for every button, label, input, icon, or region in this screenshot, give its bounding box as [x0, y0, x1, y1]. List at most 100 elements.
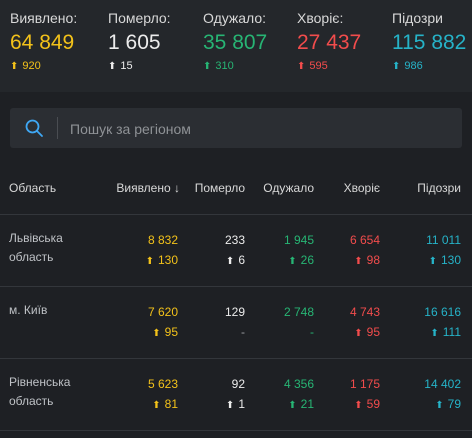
delta-value: 95 [164, 325, 178, 339]
stat-deaths: Померло: 1 605 ⬆ 15 [108, 10, 171, 72]
region-name-line: область [9, 394, 54, 408]
stat-value: 27 437 [297, 31, 362, 54]
arrow-up-icon: ⬆ [288, 256, 297, 267]
arrow-up-icon: ⬆ [430, 328, 439, 339]
header-region[interactable]: Область [9, 181, 57, 195]
stat-sick: Хворіє: 27 437 ⬆ 595 [297, 10, 361, 72]
delta-value: 6 [238, 253, 245, 267]
delta-value: 59 [366, 397, 380, 411]
stat-delta-value: 15 [120, 60, 133, 72]
delta-value: 111 [442, 325, 461, 339]
suspected-delta: ⬆ 111 [430, 325, 461, 339]
suspected-value: 11 011 [426, 233, 461, 247]
deaths-delta: ⬆ 1 [226, 397, 245, 411]
arrow-up-icon: ⬆ [392, 61, 401, 72]
arrow-up-icon: ⬆ [152, 328, 161, 339]
deaths-delta: ⬆ 6 [226, 253, 245, 267]
stat-delta-value: 920 [22, 60, 41, 72]
arrow-up-icon: ⬆ [354, 256, 363, 267]
stat-label: Померло: [108, 10, 171, 26]
sick-value: 6 654 [349, 233, 380, 247]
sick-delta: ⬆ 59 [354, 397, 380, 411]
recovered-delta: ⬆ 26 [288, 253, 314, 267]
delta-value: 21 [300, 397, 314, 411]
header-deaths[interactable]: Померло [194, 181, 245, 195]
stat-delta: ⬆ 595 [297, 60, 361, 72]
arrow-up-icon: ⬆ [354, 400, 363, 411]
region-search-box[interactable] [10, 108, 462, 148]
arrow-up-icon: ⬆ [435, 400, 444, 411]
arrow-up-icon: ⬆ [10, 61, 19, 72]
delta-value: 130 [157, 253, 178, 267]
header-confirmed-label: Виявлено [116, 181, 171, 195]
suspected-delta: ⬆ 79 [435, 397, 461, 411]
search-divider [57, 117, 58, 139]
stat-delta-value: 310 [215, 60, 234, 72]
stat-value: 115 882 [392, 31, 467, 54]
table-row[interactable]: Львівська область 8 832 ⬆ 130 233 ⬆ 6 1 94… [0, 215, 472, 285]
delta-value: 95 [366, 325, 380, 339]
region-name-line: Рівненська [9, 375, 71, 389]
stat-recovered: Одужало: 35 807 ⬆ 310 [203, 10, 267, 72]
table-row[interactable]: м. Київ 7 620 ⬆ 95 129 - 2 748 - 4 743 ⬆ 9… [0, 287, 472, 357]
suspected-value: 16 616 [424, 305, 461, 319]
row-divider [0, 214, 472, 215]
region-name: м. Київ [9, 301, 99, 320]
search-input[interactable] [68, 116, 452, 142]
recovered-value: 4 356 [283, 377, 314, 391]
stat-delta: ⬆ 15 [108, 60, 171, 72]
stat-delta-value: 595 [309, 60, 328, 72]
recovered-value: 1 945 [283, 233, 314, 247]
table-header: Область Виявлено ↓ Померло Одужало Хворі… [0, 176, 472, 202]
delta-value: 1 [238, 397, 245, 411]
confirmed-delta: ⬆ 81 [152, 397, 178, 411]
row-divider [0, 430, 472, 431]
deaths-delta: - [241, 325, 245, 339]
deaths-value: 92 [231, 377, 245, 391]
confirmed-value: 7 620 [147, 305, 178, 319]
sort-down-icon: ↓ [174, 181, 180, 195]
arrow-up-icon: ⬆ [288, 400, 297, 411]
stat-delta: ⬆ 310 [203, 60, 267, 72]
row-divider [0, 286, 472, 287]
arrow-up-icon: ⬆ [108, 61, 117, 72]
delta-value: 98 [366, 253, 380, 267]
table-row[interactable]: Рівненська область 5 623 ⬆ 81 92 ⬆ 1 4 356… [0, 359, 472, 429]
arrow-up-icon: ⬆ [297, 61, 306, 72]
region-name-line: Львівська [9, 231, 63, 245]
suspected-delta: ⬆ 130 [429, 253, 461, 267]
arrow-up-icon: ⬆ [225, 400, 235, 411]
sick-value: 4 743 [349, 305, 380, 319]
region-name: Рівненська область [9, 373, 99, 411]
arrow-up-icon: ⬆ [152, 400, 161, 411]
stat-suspected: Підозри 115 882 ⬆ 986 [392, 10, 466, 72]
recovered-value: 2 748 [283, 305, 314, 319]
stat-confirmed: Виявлено: 64 849 ⬆ 920 [10, 10, 77, 72]
region-name-line: м. Київ [9, 303, 48, 317]
stat-delta: ⬆ 920 [10, 60, 77, 72]
stat-label: Підозри [392, 10, 443, 26]
sick-delta: ⬆ 95 [354, 325, 380, 339]
stat-delta: ⬆ 986 [392, 60, 466, 72]
header-confirmed[interactable]: Виявлено ↓ [116, 181, 180, 195]
stat-value: 64 849 [10, 31, 75, 54]
deaths-value: 233 [224, 233, 245, 247]
stat-value: 1 605 [108, 31, 161, 54]
header-suspected[interactable]: Підозри [417, 181, 461, 195]
stat-label: Одужало: [203, 10, 267, 26]
arrow-up-icon: ⬆ [203, 61, 212, 72]
stat-label: Хворіє: [297, 10, 344, 26]
confirmed-value: 8 832 [147, 233, 178, 247]
delta-value: 81 [164, 397, 178, 411]
suspected-value: 14 402 [424, 377, 461, 391]
summary-stats-bar: Виявлено: 64 849 ⬆ 920 Померло: 1 605 ⬆ 15… [0, 0, 472, 92]
header-sick[interactable]: Хворіє [343, 181, 380, 195]
search-icon[interactable] [24, 118, 44, 138]
header-recovered[interactable]: Одужало [263, 181, 314, 195]
sick-delta: ⬆ 98 [354, 253, 380, 267]
sick-value: 1 175 [349, 377, 380, 391]
delta-value: 79 [447, 397, 461, 411]
region-name-line: область [9, 250, 54, 264]
arrow-up-icon: ⬆ [145, 256, 154, 267]
recovered-delta: - [310, 325, 314, 339]
